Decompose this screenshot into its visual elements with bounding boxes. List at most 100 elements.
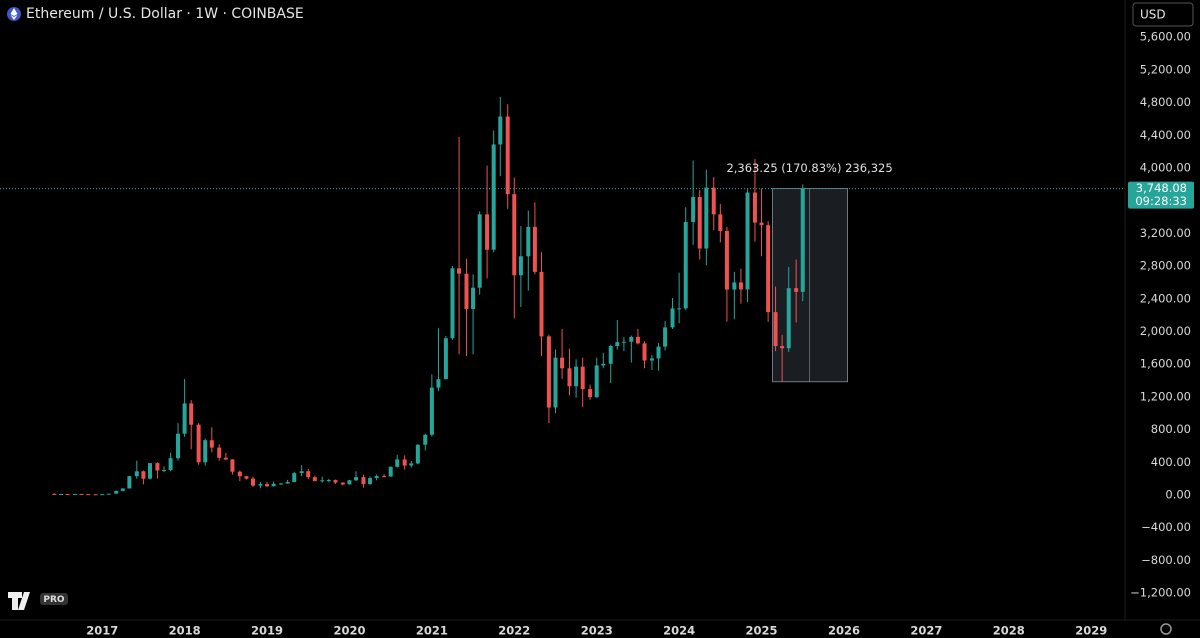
candle-body (333, 480, 338, 483)
candle-body (168, 458, 173, 471)
currency-label: USD (1140, 8, 1166, 22)
logo-badge-box (40, 593, 68, 605)
candle-body (409, 463, 414, 466)
candle-body (395, 459, 400, 467)
candle-body (196, 424, 201, 463)
x-tick-label: 2027 (910, 624, 942, 638)
y-tick-label: 4,400.00 (1140, 128, 1191, 142)
candle-body (306, 471, 311, 478)
y-tick-label: 800.00 (1151, 422, 1191, 436)
candle-body (601, 363, 606, 366)
candle-body (374, 476, 379, 479)
candle-body (635, 336, 640, 344)
candle-body (423, 434, 428, 445)
candle-body (615, 342, 620, 347)
candle-body (162, 470, 167, 472)
candle-body (512, 194, 517, 276)
candle-body (588, 389, 593, 398)
x-tick-label: 2017 (86, 624, 118, 638)
candle-body (724, 230, 729, 290)
candle-body (402, 459, 407, 466)
candle-body (642, 343, 647, 361)
candle-body (148, 463, 152, 479)
y-tick-label: −800.00 (1141, 553, 1191, 567)
candle-body (794, 288, 799, 292)
chart-title: Ethereum / U.S. Dollar · 1W · COINBASE (26, 6, 304, 22)
candle-body (711, 187, 716, 215)
x-tick-label: 2025 (746, 624, 778, 638)
candle-body (100, 494, 105, 496)
candle-body (388, 466, 393, 477)
symbol-icon-glyph (10, 8, 18, 20)
x-tick-label: 2023 (581, 624, 613, 638)
candle-body (73, 493, 77, 495)
candle-body (141, 471, 146, 479)
x-tick-label: 2020 (333, 624, 365, 638)
candle-body (574, 366, 579, 387)
candle-body (580, 366, 585, 390)
candle-body (752, 192, 757, 223)
candle-body (800, 188, 805, 292)
candle-body (691, 197, 696, 222)
candle-body (663, 327, 668, 347)
y-tick-label: −400.00 (1141, 520, 1191, 534)
candle-body (237, 471, 242, 477)
candle-body (65, 494, 70, 496)
candle-body (457, 268, 462, 274)
y-tick-label: 3,200.00 (1140, 226, 1191, 240)
candle-body (546, 336, 551, 408)
candle-body (450, 268, 455, 339)
candle-body (594, 365, 599, 398)
candle-body (251, 478, 256, 486)
candle-body (320, 480, 325, 482)
candle-body (182, 403, 187, 434)
candle-body (285, 481, 290, 484)
candle-body (443, 338, 448, 380)
candle-body (230, 459, 235, 472)
plot-area (0, 96, 1125, 496)
candle-body (176, 433, 181, 459)
candle-body (766, 225, 771, 313)
y-tick-label: 1,200.00 (1140, 389, 1191, 403)
candle-body (361, 477, 366, 485)
y-tick-label: 2,400.00 (1140, 291, 1191, 305)
candle-body (786, 288, 791, 349)
candle-body (340, 482, 345, 485)
candle-body (649, 358, 654, 361)
candle-body (265, 484, 270, 487)
currency-button[interactable] (1132, 2, 1194, 27)
settings-icon[interactable] (1160, 623, 1172, 635)
candle-body (127, 476, 132, 489)
candle-body (621, 341, 626, 343)
candle-body (106, 493, 111, 495)
candle-body (299, 471, 304, 474)
candle-body (312, 477, 317, 481)
candle-body (134, 471, 139, 477)
candle-body (553, 357, 558, 408)
candle-body (738, 282, 743, 290)
candle-body (368, 478, 373, 485)
last-price-label: 3,748.08 (1136, 181, 1187, 195)
candle-body (670, 308, 675, 328)
candle-body (155, 463, 160, 471)
candle-body (718, 214, 723, 231)
candle-body (505, 116, 510, 195)
logo-badge: PRO (43, 595, 65, 605)
candle-body (326, 480, 331, 482)
y-tick-label: 400.00 (1151, 455, 1191, 469)
x-tick-label: 2019 (251, 624, 283, 638)
candle-body (567, 368, 572, 387)
y-tick-label: −1,200.00 (1130, 586, 1191, 600)
candle-body (732, 282, 737, 290)
candle-body (79, 493, 84, 495)
candle-body (217, 447, 222, 458)
candle-body (608, 346, 613, 364)
candle-body (258, 484, 263, 486)
candle-body (745, 192, 750, 290)
y-tick-label: 1,600.00 (1140, 357, 1191, 371)
candle-body (429, 387, 434, 435)
candle-body (677, 308, 682, 310)
y-tick-label: 5,200.00 (1140, 62, 1191, 76)
